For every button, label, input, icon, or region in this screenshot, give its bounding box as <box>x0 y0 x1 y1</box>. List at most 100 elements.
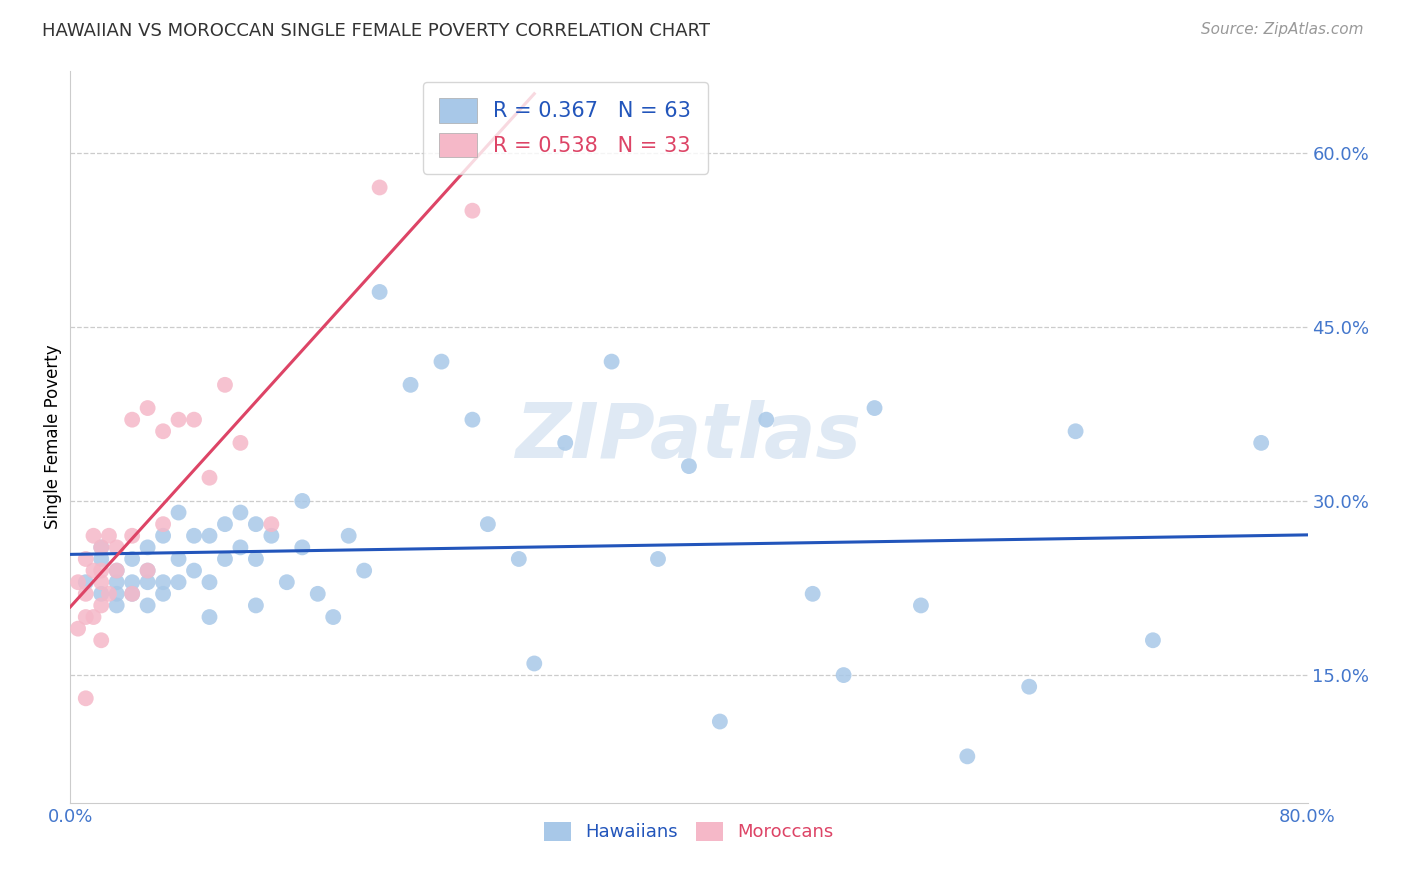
Point <box>152 575 174 590</box>
Point <box>245 599 267 613</box>
Point <box>1250 436 1272 450</box>
Point <box>167 506 190 520</box>
Point <box>832 668 855 682</box>
Point <box>461 412 484 426</box>
Point <box>755 412 778 426</box>
Point <box>90 633 112 648</box>
Point <box>82 529 105 543</box>
Point <box>430 354 453 368</box>
Point <box>245 517 267 532</box>
Point <box>136 564 159 578</box>
Point <box>82 564 105 578</box>
Point <box>322 610 344 624</box>
Point <box>1142 633 1164 648</box>
Point <box>229 506 252 520</box>
Point <box>75 587 97 601</box>
Point <box>82 610 105 624</box>
Point <box>214 517 236 532</box>
Point <box>260 529 283 543</box>
Point <box>276 575 298 590</box>
Point <box>214 552 236 566</box>
Point <box>90 541 112 555</box>
Point <box>121 552 143 566</box>
Point <box>136 541 159 555</box>
Point <box>98 529 120 543</box>
Point <box>353 564 375 578</box>
Point <box>67 622 90 636</box>
Point <box>121 587 143 601</box>
Point <box>910 599 932 613</box>
Text: Source: ZipAtlas.com: Source: ZipAtlas.com <box>1201 22 1364 37</box>
Point <box>245 552 267 566</box>
Point <box>167 552 190 566</box>
Y-axis label: Single Female Poverty: Single Female Poverty <box>44 345 62 529</box>
Legend: Hawaiians, Moroccans: Hawaiians, Moroccans <box>537 814 841 848</box>
Point <box>647 552 669 566</box>
Point <box>167 575 190 590</box>
Point <box>152 529 174 543</box>
Point <box>183 564 205 578</box>
Point <box>90 564 112 578</box>
Point <box>214 377 236 392</box>
Point <box>337 529 360 543</box>
Point <box>136 564 159 578</box>
Point <box>183 529 205 543</box>
Point <box>136 401 159 415</box>
Point <box>678 459 700 474</box>
Point <box>167 412 190 426</box>
Point <box>198 610 221 624</box>
Point <box>152 517 174 532</box>
Point <box>709 714 731 729</box>
Point <box>1018 680 1040 694</box>
Point <box>105 575 128 590</box>
Point <box>105 587 128 601</box>
Point <box>307 587 329 601</box>
Point <box>477 517 499 532</box>
Point <box>136 575 159 590</box>
Point <box>121 575 143 590</box>
Point <box>90 541 112 555</box>
Point <box>90 575 112 590</box>
Point <box>198 529 221 543</box>
Point <box>229 436 252 450</box>
Point <box>523 657 546 671</box>
Point <box>90 599 112 613</box>
Point <box>956 749 979 764</box>
Text: HAWAIIAN VS MOROCCAN SINGLE FEMALE POVERTY CORRELATION CHART: HAWAIIAN VS MOROCCAN SINGLE FEMALE POVER… <box>42 22 710 40</box>
Point <box>136 599 159 613</box>
Text: ZIPatlas: ZIPatlas <box>516 401 862 474</box>
Point <box>105 541 128 555</box>
Point <box>260 517 283 532</box>
Point <box>183 412 205 426</box>
Point <box>105 564 128 578</box>
Point <box>461 203 484 218</box>
Point <box>121 412 143 426</box>
Point <box>90 587 112 601</box>
Point <box>554 436 576 450</box>
Point <box>399 377 422 392</box>
Point <box>600 354 623 368</box>
Point <box>198 575 221 590</box>
Point <box>90 552 112 566</box>
Point <box>105 599 128 613</box>
Point <box>121 529 143 543</box>
Point <box>152 424 174 438</box>
Point <box>98 587 120 601</box>
Point <box>75 691 97 706</box>
Point <box>801 587 824 601</box>
Point <box>75 552 97 566</box>
Point <box>198 471 221 485</box>
Point <box>368 180 391 194</box>
Point <box>67 575 90 590</box>
Point <box>368 285 391 299</box>
Point <box>229 541 252 555</box>
Point <box>75 575 97 590</box>
Point <box>1064 424 1087 438</box>
Point <box>863 401 886 415</box>
Point <box>105 564 128 578</box>
Point <box>75 610 97 624</box>
Point <box>291 494 314 508</box>
Point <box>121 587 143 601</box>
Point <box>152 587 174 601</box>
Point <box>508 552 530 566</box>
